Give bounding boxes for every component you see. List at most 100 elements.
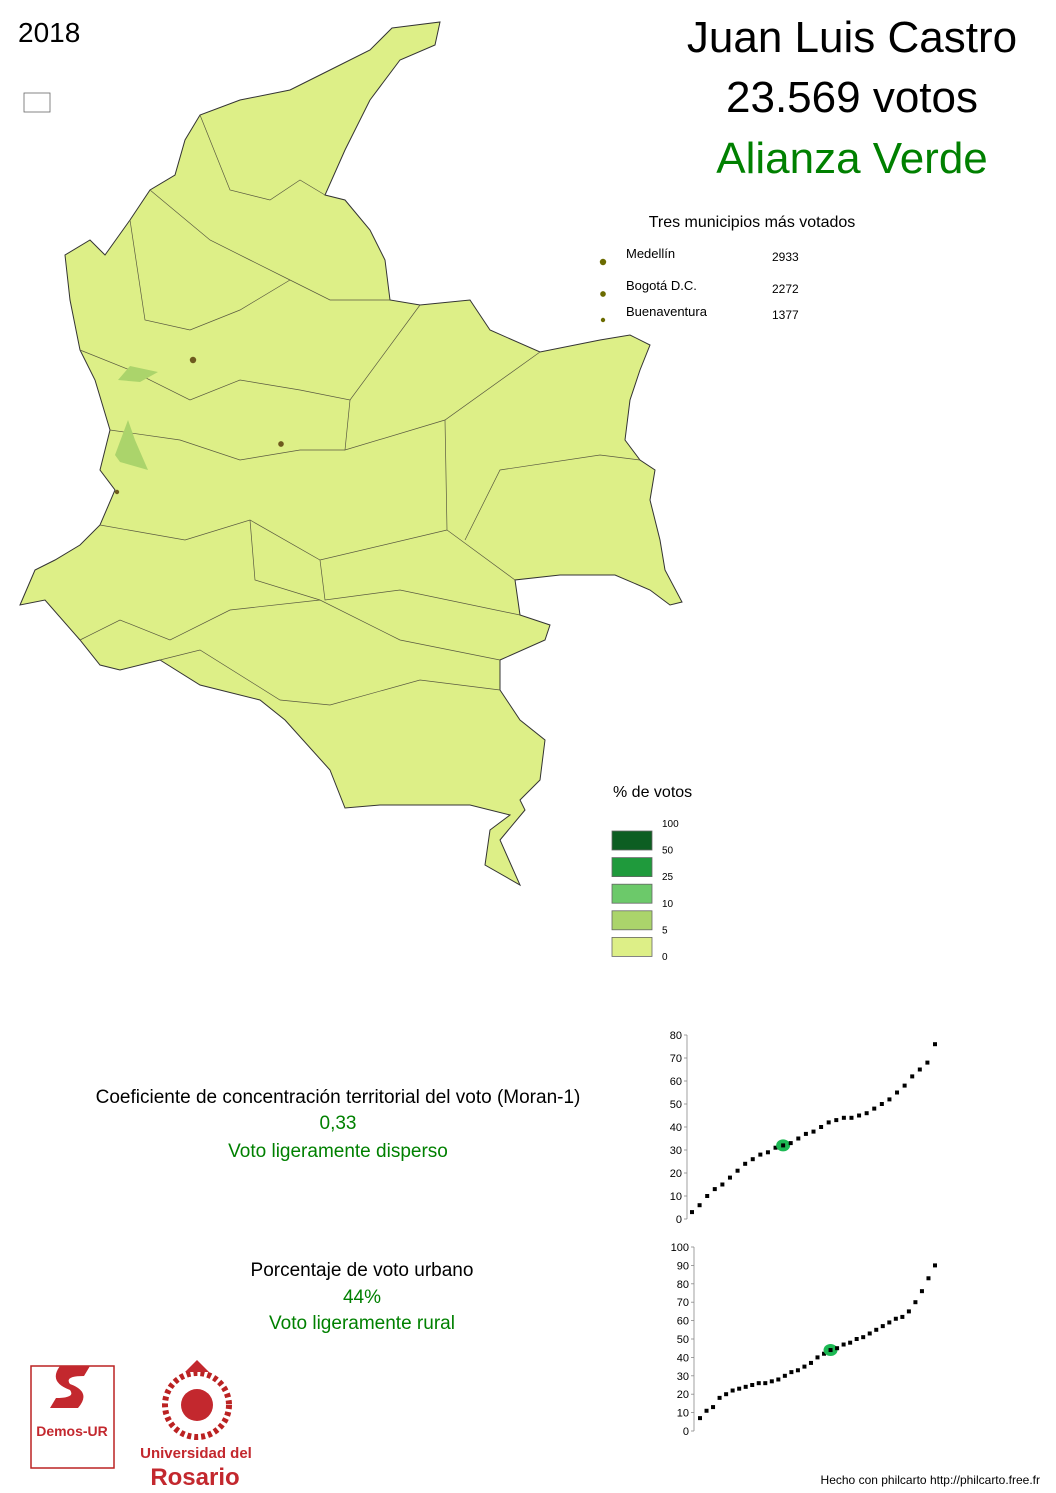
point xyxy=(910,1074,915,1079)
point xyxy=(704,1408,709,1413)
point xyxy=(743,1161,748,1166)
point xyxy=(712,1187,717,1192)
point xyxy=(750,1157,755,1162)
point xyxy=(867,1331,872,1336)
y-tick-label: 0 xyxy=(683,1426,689,1438)
point xyxy=(743,1384,748,1389)
moran-label: Coeficiente de concentración territorial… xyxy=(96,1087,581,1108)
point xyxy=(893,1316,898,1321)
point xyxy=(756,1381,761,1386)
legend-swatch xyxy=(611,830,653,851)
y-tick-label: 100 xyxy=(671,1242,689,1254)
top-name: Buenaventura xyxy=(626,304,708,319)
point xyxy=(717,1395,722,1400)
point xyxy=(803,1131,808,1136)
point xyxy=(861,1335,866,1340)
point xyxy=(698,1416,702,1421)
legend-break: 10 xyxy=(662,899,674,910)
inset-box xyxy=(23,92,51,113)
y-tick-label: 70 xyxy=(677,1297,689,1309)
point xyxy=(841,1342,846,1347)
point xyxy=(835,1346,840,1351)
point xyxy=(808,1360,813,1365)
point xyxy=(854,1337,859,1341)
point xyxy=(705,1194,710,1198)
point xyxy=(802,1364,807,1369)
footer: Hecho con philcarto http://philcarto.fre… xyxy=(821,1473,1040,1487)
point xyxy=(763,1381,768,1386)
y-tick-label: 70 xyxy=(670,1053,682,1065)
point xyxy=(720,1182,725,1187)
point xyxy=(735,1168,740,1173)
top-votes: 2933 xyxy=(772,250,799,264)
point xyxy=(848,1340,853,1345)
demos-logo: Demos-UR xyxy=(30,1365,115,1469)
legend-swatch xyxy=(611,857,653,877)
party: Alianza Verde xyxy=(716,134,988,183)
legend-break: 25 xyxy=(662,872,674,883)
point xyxy=(758,1152,763,1157)
y-tick-label: 80 xyxy=(677,1279,689,1291)
point xyxy=(874,1327,879,1332)
legend-break: 50 xyxy=(662,846,674,857)
point xyxy=(895,1090,900,1095)
point xyxy=(841,1115,846,1120)
point xyxy=(880,1324,885,1329)
point xyxy=(769,1379,774,1384)
point xyxy=(828,1348,833,1353)
urban-label: Porcentaje de voto urbano xyxy=(251,1260,474,1281)
point xyxy=(727,1175,732,1180)
demos-text: Demos-UR xyxy=(36,1423,108,1439)
top-dot xyxy=(600,317,606,323)
legend-break: 0 xyxy=(662,952,668,963)
y-tick-label: 10 xyxy=(677,1408,689,1420)
point xyxy=(788,1141,793,1146)
point xyxy=(822,1351,827,1356)
point xyxy=(872,1106,877,1111)
university-line2: Rosario xyxy=(150,1464,239,1491)
point xyxy=(811,1129,816,1134)
point xyxy=(737,1386,742,1391)
university-line1: Universidad del xyxy=(140,1445,252,1462)
point xyxy=(834,1118,839,1123)
top-title: Tres municipios más votados xyxy=(649,214,856,231)
point xyxy=(919,1289,924,1294)
point xyxy=(902,1083,907,1088)
municipality-dot xyxy=(114,489,120,495)
point xyxy=(690,1210,694,1215)
point xyxy=(765,1150,770,1155)
y-tick-label: 40 xyxy=(677,1352,689,1364)
point xyxy=(711,1405,716,1410)
y-tick-label: 50 xyxy=(677,1334,689,1346)
top-votes: 1377 xyxy=(772,308,799,322)
y-tick-label: 30 xyxy=(677,1371,689,1383)
point xyxy=(913,1300,918,1305)
point xyxy=(750,1383,755,1387)
y-tick-label: 20 xyxy=(677,1389,689,1401)
y-tick-label: 90 xyxy=(677,1260,689,1272)
point xyxy=(933,1042,937,1047)
legend-swatch xyxy=(611,910,653,931)
point xyxy=(925,1060,930,1065)
point xyxy=(933,1263,937,1268)
legend-swatch xyxy=(611,883,653,904)
y-tick-label: 80 xyxy=(670,1030,682,1042)
legend-break: 100 xyxy=(662,819,679,830)
legend-break: 5 xyxy=(662,925,668,936)
point xyxy=(795,1368,800,1373)
point xyxy=(849,1115,854,1120)
legend-swatch xyxy=(611,937,653,957)
point xyxy=(926,1276,931,1281)
point xyxy=(857,1113,862,1118)
y-tick-label: 60 xyxy=(677,1316,689,1328)
point xyxy=(724,1392,729,1397)
point xyxy=(906,1309,911,1314)
point xyxy=(730,1388,735,1393)
year: 2018 xyxy=(18,17,80,48)
point xyxy=(789,1370,794,1375)
y-tick-label: 10 xyxy=(670,1191,682,1203)
point xyxy=(781,1143,786,1148)
point xyxy=(900,1314,905,1319)
y-tick-label: 0 xyxy=(676,1214,682,1226)
